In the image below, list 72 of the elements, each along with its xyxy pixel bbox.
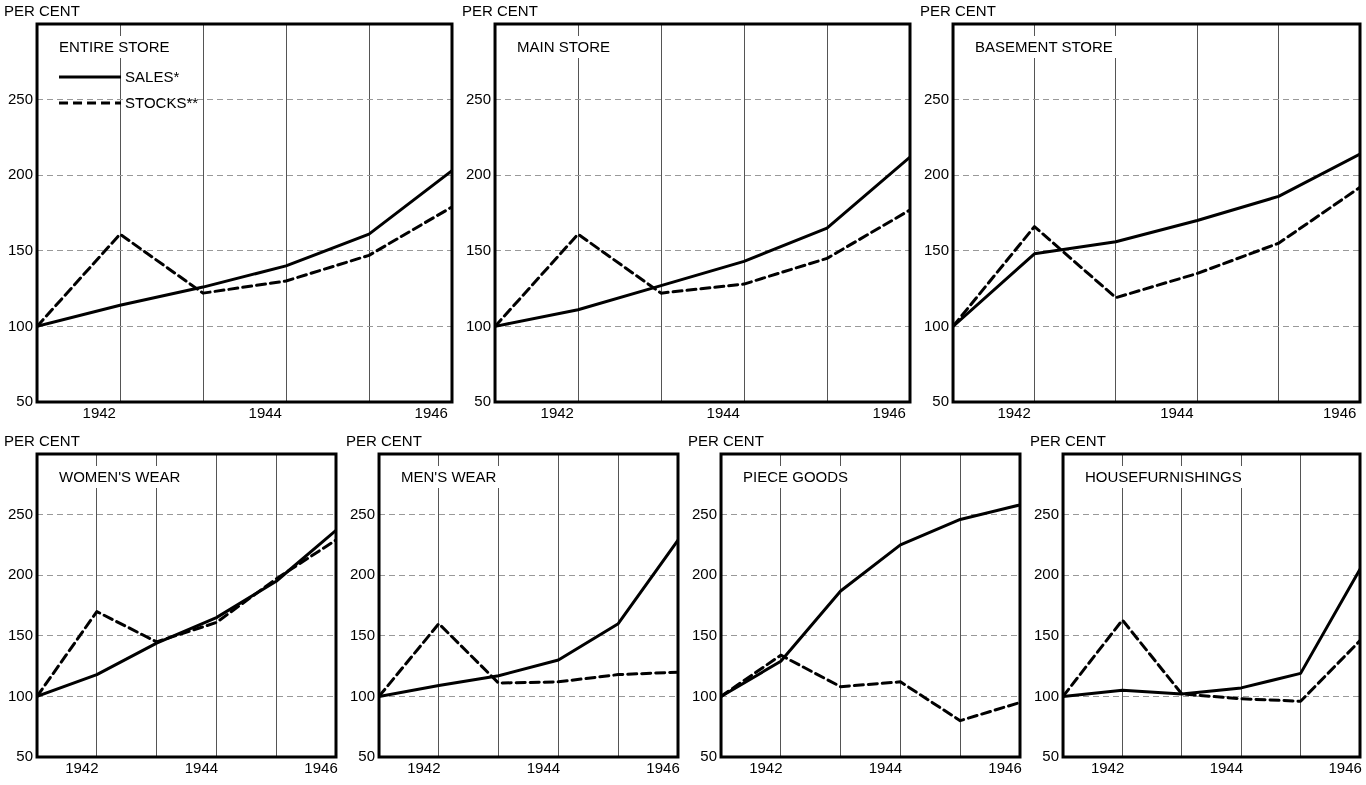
y-tick-label: 200 [924,165,950,183]
x-tick-label: 1944 [868,759,903,777]
y-tick-label: 250 [350,504,376,522]
y-tick-label: 250 [1034,504,1060,522]
text: HOUSEFURNISHINGS [1085,468,1242,485]
text: WOMEN'S WEAR [59,468,181,485]
y-tick-label: 50 [358,747,376,765]
x-tick-label: 1942 [540,404,574,422]
y-tick-label: 200 [1034,565,1060,583]
legend-label: SALES* [125,68,180,85]
y-tick-label: 150 [350,625,376,643]
y-tick-label: 150 [8,625,34,643]
x-tick-label: 1942 [65,759,99,777]
text: MAIN STORE [517,38,611,55]
y-tick-label: 200 [466,165,492,183]
y-tick-label: 100 [924,316,950,334]
y-tick-label: 200 [350,565,376,583]
y-tick-label: 200 [8,165,34,183]
y-tick-label: 50 [16,392,34,410]
x-tick-label: 1946 [646,759,680,777]
y-axis-title: PER CENT [1030,432,1106,449]
y-axis-title: PER CENT [4,2,80,19]
y-tick-label: 100 [8,316,34,334]
y-tick-label: 250 [8,89,34,107]
x-tick-label: 1944 [248,404,282,422]
y-tick-label: 100 [692,686,718,704]
x-tick-label: 1944 [526,759,561,777]
y-tick-label: 200 [8,565,34,583]
text: MEN'S WEAR [401,468,497,485]
x-tick-label: 1946 [1328,759,1362,777]
y-tick-label: 250 [8,504,34,522]
y-tick-label: 150 [8,240,34,258]
y-tick-label: 250 [692,504,718,522]
text: PIECE GOODS [743,468,849,485]
y-tick-label: 50 [474,392,492,410]
y-tick-label: 50 [932,392,950,410]
x-tick-label: 1944 [706,404,740,422]
y-axis-title: PER CENT [688,432,764,449]
x-tick-label: 1942 [1090,759,1125,777]
y-tick-label: 150 [466,240,492,258]
legend-label: STOCKS** [125,94,199,111]
x-tick-label: 1944 [1209,759,1244,777]
y-axis-title: PER CENT [4,432,80,449]
x-tick-label: 1942 [407,759,441,777]
x-tick-label: 1946 [304,759,338,777]
x-tick-label: 1944 [184,759,219,777]
text: ENTIRE STORE [59,38,170,55]
y-tick-label: 50 [16,747,34,765]
y-axis-title: PER CENT [346,432,422,449]
y-tick-label: 100 [8,686,34,704]
y-tick-label: 150 [692,625,718,643]
y-tick-label: 50 [1042,747,1060,765]
x-tick-label: 1942 [749,759,783,777]
y-tick-label: 100 [350,686,376,704]
y-tick-label: 200 [692,565,718,583]
y-tick-label: 50 [700,747,718,765]
y-tick-label: 250 [466,89,492,107]
y-axis-title: PER CENT [920,2,996,19]
y-axis-title: PER CENT [462,2,538,19]
x-tick-label: 1946 [872,404,906,422]
x-tick-label: 1946 [1322,404,1357,422]
y-tick-label: 100 [466,316,492,334]
text: BASEMENT STORE [975,38,1113,55]
y-tick-label: 250 [924,89,950,107]
x-tick-label: 1946 [414,404,448,422]
y-tick-label: 100 [1034,686,1060,704]
x-tick-label: 1946 [988,759,1022,777]
x-tick-label: 1942 [82,404,116,422]
x-tick-label: 1942 [997,404,1031,422]
x-tick-label: 1944 [1160,404,1194,422]
y-tick-label: 150 [1034,625,1060,643]
y-tick-label: 150 [924,240,950,258]
